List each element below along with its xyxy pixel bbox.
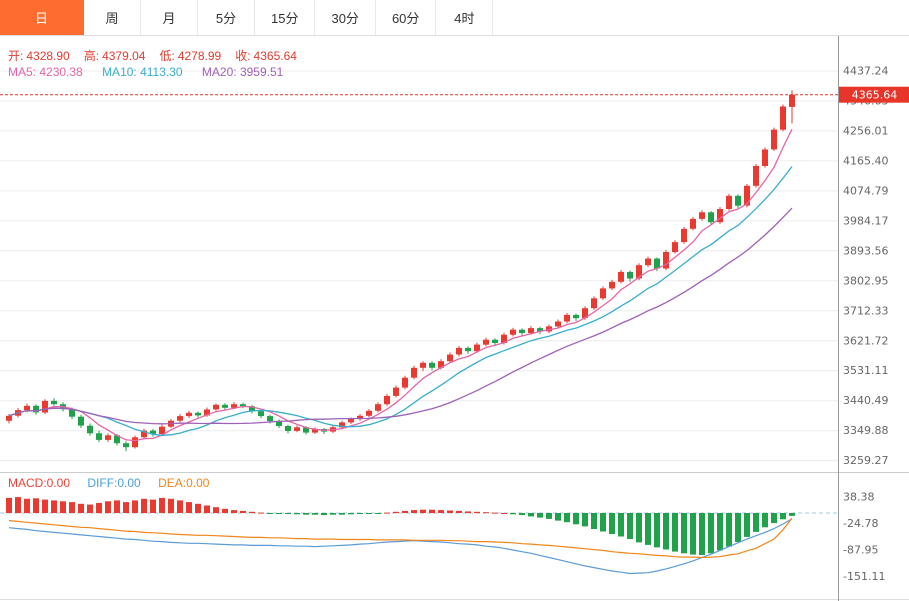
close-label: 收:: [235, 49, 251, 63]
price-axis-labels: 4437.244346.634256.014165.404074.793984.…: [843, 65, 889, 468]
ma-readout: MA5: 4230.38 MA10: 4113.30 MA20: 3959.51: [8, 65, 299, 79]
price-axis-label: 4437.24: [843, 65, 889, 78]
price-axis-label: 3440.49: [843, 394, 889, 407]
tab-week[interactable]: 周: [84, 0, 141, 35]
open-value: 4328.90: [26, 49, 70, 63]
low-value: 4278.99: [177, 49, 222, 63]
current-price-badge-value: 4365.64: [852, 89, 898, 102]
candlestick-chart[interactable]: 4437.244346.634256.014165.404074.793984.…: [0, 36, 909, 601]
dea-line: [8, 517, 793, 559]
grid-lines: [0, 70, 838, 462]
tab-15min[interactable]: 15分: [255, 0, 316, 35]
tab-60min[interactable]: 60分: [376, 0, 437, 35]
high-label: 高:: [83, 49, 100, 63]
diff-line: [8, 518, 793, 575]
macd-axis-label: -151.11: [843, 570, 885, 583]
ma5-line: [8, 128, 793, 442]
macd-axis-labels: 38.38 -24.78 -87.95 -151.11: [843, 490, 885, 583]
ma5-line-group: [8, 128, 793, 442]
dea-value: DEA:0.00: [158, 476, 210, 490]
tab-30min[interactable]: 30分: [315, 0, 376, 35]
macd-axis-label: 38.38: [843, 490, 875, 503]
macd-axis-label: -24.78: [843, 517, 878, 530]
price-axis-label: 4165.40: [843, 154, 889, 167]
ma20-line-group: [8, 207, 793, 425]
ma10-line: [8, 166, 793, 436]
tab-4hour[interactable]: 4时: [436, 0, 494, 35]
price-axis-label: 4074.79: [843, 184, 889, 197]
price-axis-label: 3712.33: [843, 304, 889, 317]
price-axis-label: 3349.88: [843, 424, 889, 437]
price-axis-label: 4256.01: [843, 124, 889, 137]
low-label: 低:: [159, 49, 175, 63]
ma5-value: MA5: 4230.38: [8, 65, 83, 79]
tab-day[interactable]: 日: [0, 0, 84, 35]
macd-axis-label: -87.95: [843, 544, 878, 557]
price-axis-label: 3984.17: [843, 214, 889, 227]
ma20-line: [8, 207, 793, 425]
tab-5min[interactable]: 5分: [198, 0, 255, 35]
price-axis-label: 3802.95: [843, 274, 889, 287]
price-axis-label: 3531.11: [843, 364, 889, 377]
price-axis-label: 3893.56: [843, 244, 889, 257]
ohlc-readout: 开: 4328.90 高: 4379.04 低: 4278.99 收: 4365.64: [8, 47, 311, 64]
chart-area: 4437.244346.634256.014165.404074.793984.…: [0, 36, 909, 601]
macd-value: MACD:0.00: [8, 476, 71, 490]
diff-value: DIFF:0.00: [87, 476, 141, 490]
macd-readout: MACD:0.00 DIFF:0.00 DEA:0.00: [8, 476, 223, 490]
price-axis-label: 3621.72: [843, 334, 889, 347]
ma10-line-group: [8, 166, 793, 436]
ma20-value: MA20: 3959.51: [201, 65, 284, 79]
macd-histogram: [6, 497, 795, 555]
candles: [6, 90, 795, 452]
high-value: 4379.04: [102, 49, 146, 63]
price-axis-label: 3259.27: [843, 454, 889, 467]
close-value: 4365.64: [253, 49, 297, 63]
ma10-value: MA10: 4113.30: [102, 65, 183, 79]
timeframe-tabbar: 日周月 5分 15分 30分 60分 4时: [0, 0, 909, 36]
tab-month[interactable]: 月: [141, 0, 198, 35]
open-label: 开:: [8, 49, 24, 63]
panel-frame: [0, 36, 909, 601]
current-price-badge: 4365.64: [839, 86, 909, 103]
